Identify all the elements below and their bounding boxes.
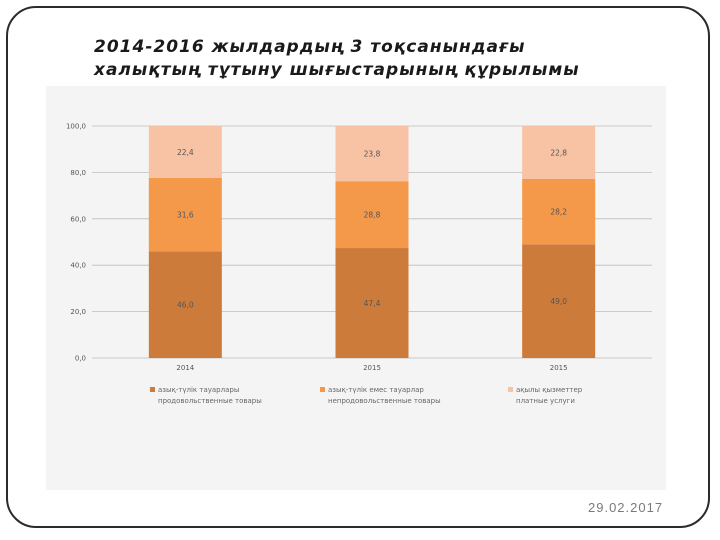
legend-label: азық-түлік тауарлары <box>158 386 239 394</box>
y-tick-label: 80,0 <box>70 169 86 177</box>
legend-sublabel: платные услуги <box>516 397 575 405</box>
data-label: 28,8 <box>364 211 381 220</box>
data-label: 22,4 <box>177 148 194 157</box>
y-tick-label: 60,0 <box>70 215 86 223</box>
title-line-2: халықтың тұтыну шығыстарының құрылымы <box>94 60 580 80</box>
data-label: 28,2 <box>550 208 567 217</box>
stacked-bar-chart: 0,0 20,0 40,0 60,0 80,0 100,0 46,0 31,6 22,4 2014… <box>66 123 652 405</box>
data-label: 31,6 <box>177 211 194 220</box>
bar-segment <box>148 251 222 358</box>
bar-segment <box>148 126 222 178</box>
legend-label: ақылы қызметтер <box>516 386 583 394</box>
data-label: 49,0 <box>550 297 567 306</box>
data-label: 23,8 <box>364 150 381 159</box>
slide-title: 2014-2016 жылдардың 3 тоқсанындағы халық… <box>94 36 614 82</box>
legend-sublabel: непродовольственные товары <box>328 397 441 405</box>
slide-date: 29.02.2017 <box>588 500 664 515</box>
bar-segment <box>522 178 596 245</box>
bar-segment <box>522 126 596 179</box>
bar-segment <box>335 181 409 249</box>
y-tick-label: 40,0 <box>70 262 86 270</box>
y-tick-label: 20,0 <box>70 308 86 316</box>
bar-segment <box>148 177 222 252</box>
y-tick-label: 100,0 <box>66 123 86 131</box>
legend-swatch <box>508 387 513 392</box>
x-tick-label: 2015 <box>363 364 381 372</box>
legend-label: азық-түлік емес тауарлар <box>328 386 424 394</box>
x-tick-label: 2014 <box>176 364 194 372</box>
legend-swatch <box>150 387 155 392</box>
legend-sublabel: продовольственные товары <box>158 397 262 405</box>
title-line-1: 2014-2016 жылдардың 3 тоқсанындағы <box>94 37 526 57</box>
legend-swatch <box>320 387 325 392</box>
x-tick-label: 2015 <box>550 364 568 372</box>
bar-segment <box>335 248 409 358</box>
y-tick-label: 0,0 <box>75 355 86 363</box>
bar-segment <box>522 244 596 358</box>
data-label: 47,4 <box>364 299 381 308</box>
bar-segment <box>335 126 409 182</box>
data-label: 22,8 <box>550 148 567 157</box>
data-label: 46,0 <box>177 301 194 310</box>
